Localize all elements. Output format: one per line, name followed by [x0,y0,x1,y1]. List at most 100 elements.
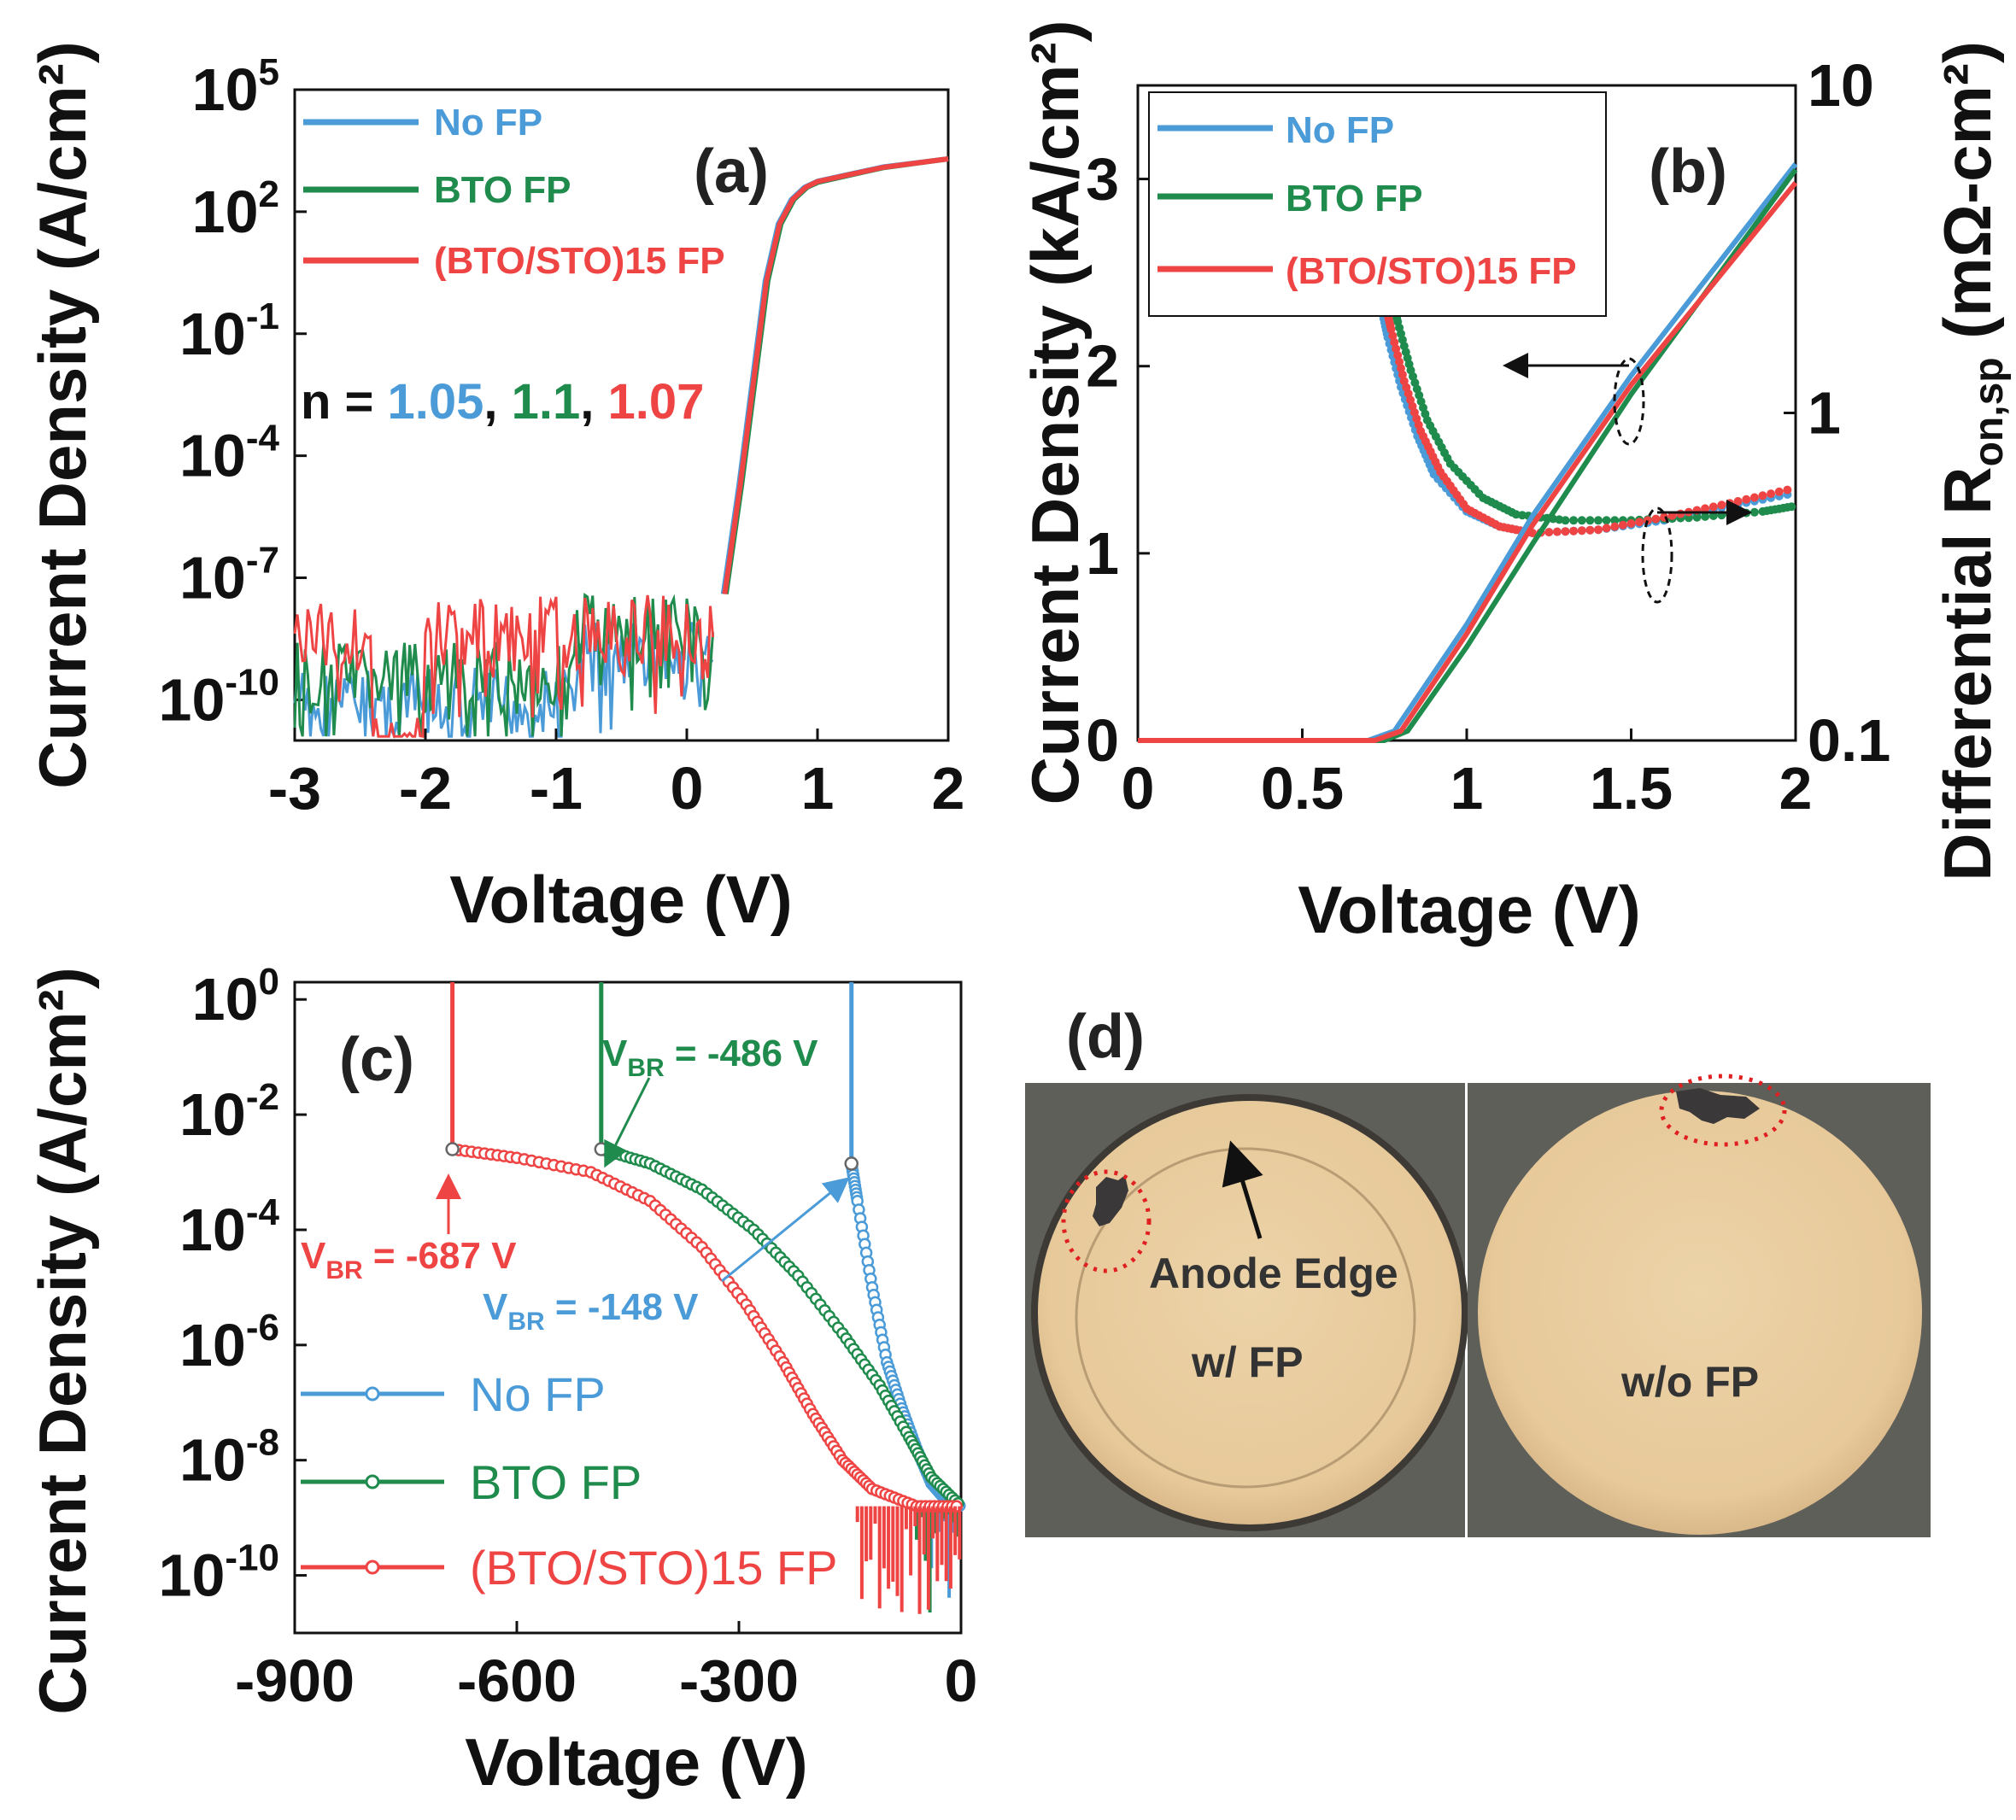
resistance-point [1397,364,1405,373]
resistance-point [1726,499,1734,508]
resistance-point [1577,526,1586,535]
legend-marker-no-fp [365,1386,380,1402]
resistance-point [1742,495,1751,504]
legend-label-bto-sto-fp: (BTO/STO)15 FP [434,240,725,282]
y-tick-label: 1 [1086,520,1119,587]
legend: No FP BTO FP (BTO/STO)15 FP [301,1367,837,1595]
x-tick-label: -600 [457,1647,577,1714]
series-line [849,1163,962,1508]
resistance-point [1701,512,1710,521]
breakdown-point [445,1142,460,1156]
y-tick-label: 10-2 [179,1076,279,1148]
tick-marks [293,998,963,1633]
resistance-series-bto-sto-15-fp [1380,296,1792,538]
legend-label-no-fp: No FP [434,102,542,143]
vbr-annotation-bto-sto-fp: VBR = -687 V [301,1235,517,1285]
y-axis-label: Current Density (A/cm²) [25,967,100,1714]
x-tick-labels: -3 -2 -1 0 1 2 [268,755,965,822]
resistance-point [1783,485,1792,495]
resistance-point [1749,507,1759,517]
resistance-point [1398,370,1407,379]
ideality-prefix: n = [301,374,388,430]
noise-floor-traces [293,593,715,740]
y2-tick-label: 10 [1808,52,1874,119]
resistance-point [1692,512,1702,522]
resistance-point [1569,526,1579,535]
panel-a: -3 -2 -1 0 1 2 105 102 10-1 10-4 10-7 10-10 Voltag… [25,41,964,937]
plot-frame [293,980,963,1635]
resistance-point [1708,502,1718,512]
x-tick-label: 0 [1122,755,1155,822]
resistance-point [1585,525,1595,535]
y2-tick-label: 1 [1808,380,1841,447]
device-pad-without-fp [1478,1091,1922,1535]
ideality-annotation: n = 1.05, 1.1, 1.07 [301,374,704,430]
y-tick-label: 10-10 [159,661,279,733]
legend-marker-bto-fp [365,1474,380,1489]
y-tick-label: 10-4 [179,418,280,489]
vbr-arrow-no-fp [721,1177,850,1283]
vbr-annotation-no-fp: VBR = -148 V [483,1286,699,1336]
y-tick-labels: 100 10-2 10-4 10-6 10-8 10-10 [159,961,280,1608]
y2-tick-label: 0.1 [1808,707,1890,774]
resistance-point [1602,524,1611,533]
y-tick-label: 10-10 [159,1537,279,1609]
breakdown-point [844,1156,859,1171]
x-tick-label: 0.5 [1261,755,1344,822]
x-axis-label: Voltage (V) [449,862,793,937]
resistance-point [1758,491,1767,500]
caption-with-fp: w/ FP [1191,1338,1304,1386]
y2-label-main: Differential R [1930,466,2005,881]
right-axis-indicator-ellipse [1641,506,1673,604]
y-tick-label: 3 [1086,146,1119,213]
y2-label-unit: (mΩ-cm²) [1930,41,2005,357]
ideality-bto-fp: 1.1 [512,374,581,430]
resistance-point [1676,509,1685,518]
y-tick-label: 10-1 [179,296,279,367]
vbr-arrow-bto-fp [604,1077,651,1168]
resistance-point [1787,502,1796,512]
resistance-point [1635,518,1644,527]
ideality-no-fp: 1.05 [388,374,484,430]
resistance-point [1388,331,1398,341]
y-tick-label: 10-4 [179,1191,280,1263]
burn-defect-left [1093,1175,1128,1226]
caption-without-fp: w/o FP [1620,1358,1759,1406]
resistance-point [1561,516,1570,525]
resistance-point [1733,497,1743,506]
resistance-point [1594,516,1603,525]
x-tick-label: -2 [399,755,452,822]
ideality-bto-sto-fp: 1.07 [608,374,705,430]
resistance-point [1602,516,1611,525]
resistance-point [1774,487,1784,496]
y2-axis-label: Differential Ron,sp (mΩ-cm²) [1930,41,2012,881]
svg-text:n = 1.05, 1.1, 1.07: n = 1.05, 1.1, 1.07 [301,374,704,430]
resistance-point [1717,500,1726,510]
burn-defect-right [1676,1088,1760,1124]
ideality-sep-1: , [483,374,511,430]
legend-label-bto-fp: BTO FP [434,169,571,211]
series-line [1138,181,1798,743]
x-tick-label: 0 [945,1647,978,1714]
x-tick-label: 2 [1779,755,1813,822]
resistance-point [1544,528,1554,537]
resistance-point [1390,337,1399,347]
legend-label-bto-sto-fp: (BTO/STO)15 FP [1286,250,1577,292]
anode-edge-arrow [1222,1140,1263,1239]
y-tick-label: 10-6 [179,1307,279,1378]
y-tick-label: 2 [1086,333,1119,400]
anode-edge-label: Anode Edge [1149,1249,1398,1297]
legend-label-bto-sto-fp: (BTO/STO)15 FP [470,1541,837,1595]
device-pad-with-fp [1031,1094,1468,1531]
series-bto-fp [594,982,964,1612]
y-axis-label: Current Density (kA/cm²) [1017,20,1093,805]
resistance-point [1577,516,1586,525]
y-axis-label: Current Density (A/cm²) [25,41,100,788]
resistance-point [1393,351,1403,360]
series-line [1138,167,1798,743]
y-tick-label: 10-8 [179,1422,279,1494]
legend-label-no-fp: No FP [1286,109,1394,151]
panel-b: 0 0.5 1 1.5 2 0 1 2 3 0.1 1 10 Voltage (V) Curren… [1017,20,2012,947]
legend-marker-bto-sto-fp [365,1560,380,1575]
